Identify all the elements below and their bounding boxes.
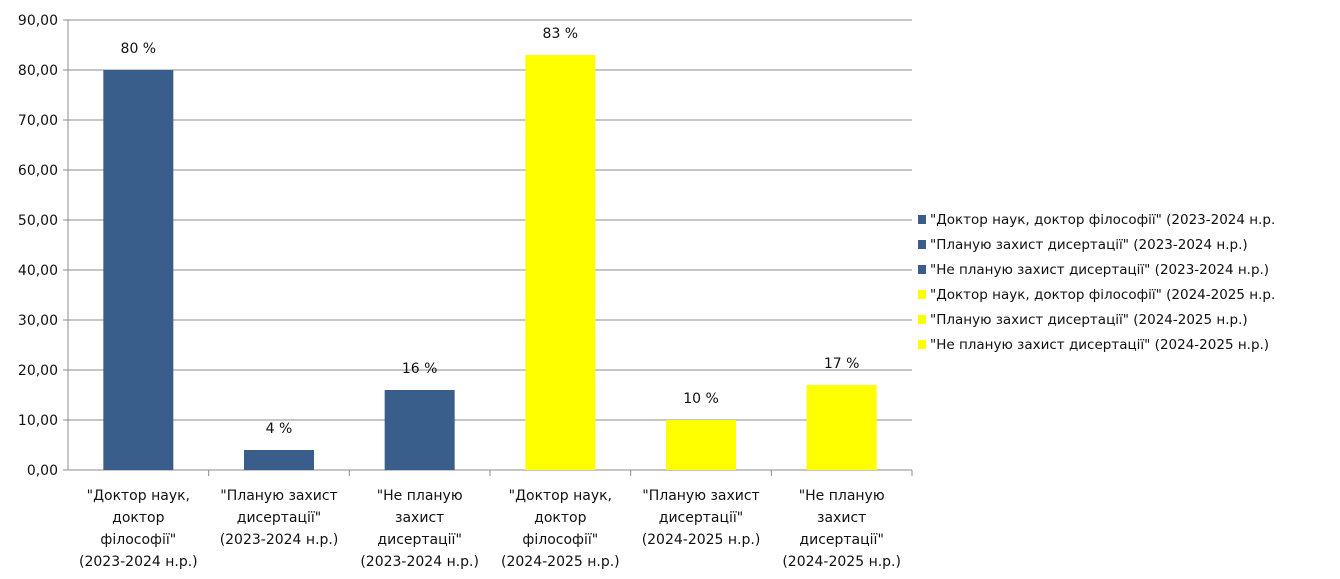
y-tick-label: 90,00 [18,13,58,29]
x-tick-label: (2023-2024 н.р.) [360,554,479,570]
x-tick-label: (2024-2025 н.р.) [642,532,761,548]
y-tick-label: 70,00 [18,113,58,129]
x-tick-label: доктор [534,510,586,526]
x-tick-label: "Планую захист [642,488,759,504]
y-tick-label: 80,00 [18,63,58,79]
x-tick-label: дисертації" [799,532,883,548]
y-tick-label: 10,00 [18,413,58,429]
legend-label: "Не планую захист дисертації" (2024-2025… [930,337,1269,353]
x-tick-label: дисертації" [237,510,321,526]
data-label: 16 % [402,361,438,377]
legend-swatch [918,290,926,299]
data-label: 17 % [824,356,860,372]
data-label: 10 % [683,391,719,407]
bar [525,55,596,470]
x-tick-label: "Не планую [377,488,463,504]
x-tick-label: захист [395,510,444,526]
x-tick-label: захист [817,510,866,526]
x-tick-label: (2024-2025 н.р.) [501,554,620,570]
bar [103,70,174,470]
y-tick-label: 30,00 [18,313,58,329]
y-tick-label: 40,00 [18,263,58,279]
bar [806,385,877,470]
x-tick-label: "Не планую [799,488,885,504]
legend-label: "Доктор наук, доктор філософії" (2024-20… [930,287,1275,303]
legend-label: "Планую захист дисертації" (2023-2024 н.… [930,237,1248,253]
legend-label: "Не планую захист дисертації" (2023-2024… [930,262,1269,278]
x-tick-label: (2023-2024 н.р.) [220,532,339,548]
x-tick-label: "Доктор наук, [509,488,612,504]
x-tick-label: "Планую захист [220,488,337,504]
y-tick-label: 50,00 [18,213,58,229]
bar [384,390,455,470]
data-label: 83 % [543,26,579,42]
legend-swatch [918,265,926,274]
legend-swatch [918,315,926,324]
legend-label: "Планую захист дисертації" (2024-2025 н.… [930,312,1248,328]
x-tick-label: філософії" [522,532,598,548]
y-tick-label: 0,00 [27,463,58,479]
x-tick-label: дисертації" [659,510,743,526]
x-tick-label: філософії" [100,532,176,548]
bar [244,450,314,470]
legend-swatch [918,240,926,249]
data-label: 4 % [266,421,293,437]
x-tick-label: дисертації" [377,532,461,548]
x-tick-label: доктор [112,510,164,526]
bar [666,420,736,470]
legend-label: "Доктор наук, доктор філософії" (2023-20… [930,212,1275,228]
y-tick-label: 60,00 [18,163,58,179]
x-tick-label: (2023-2024 н.р.) [79,554,198,570]
x-tick-label: (2024-2025 н.р.) [782,554,901,570]
x-tick-label: "Доктор наук, [87,488,190,504]
legend-swatch [918,215,926,224]
legend-swatch [918,340,926,349]
data-label: 80 % [121,41,157,57]
y-tick-label: 20,00 [18,363,58,379]
